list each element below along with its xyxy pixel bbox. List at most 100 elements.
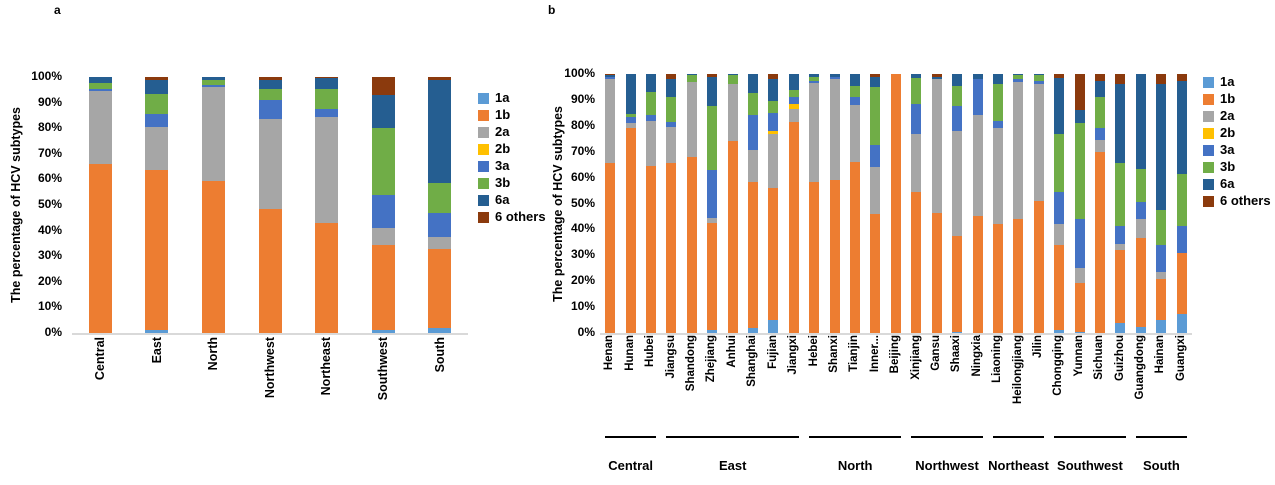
legend-item-6a: 6a [478,193,546,206]
segment-3a [605,76,616,80]
x-label-henan: Henan [603,335,616,371]
x-label-yunnan: Yunnan [1072,335,1085,377]
bar-column-hebei [804,74,824,333]
segment-6-others [707,74,718,77]
group-label-south: South [1142,458,1180,473]
x-label-xinjiang: Xinjiang [909,335,922,380]
segment-6-others [428,77,452,80]
segment-6a [1135,74,1146,169]
segment-6-others [1054,74,1065,78]
tick-label: 50% [570,195,595,210]
segment-2a [788,108,799,122]
legend-item-6a: 6a [1203,177,1271,190]
segment-3b [727,75,738,85]
segment-6a [1033,74,1044,76]
x-label-col: Shandong [682,335,702,433]
y-ticks-a: 0% 10% 20% 30% 40% 50% 60% 70% 80% 90% 100% [16,69,62,339]
segment-3a [870,145,881,168]
segment-1b [992,224,1003,333]
segment-6-others [1094,74,1105,81]
segment-3b [1033,75,1044,81]
panel-b-letter: b [548,3,556,17]
bar-shanghai [748,74,759,333]
bar-column-guangdong [1131,74,1151,333]
segment-3b [145,93,169,115]
segment-6-others [931,74,942,77]
legend-label-2a: 2a [495,124,510,139]
segment-6-others [666,74,677,80]
panel-a-letter: a [54,3,61,17]
bar-beijing [890,74,901,333]
tick-label: 90% [37,94,62,109]
segment-6-others [258,77,282,80]
segment-1a [1135,326,1146,333]
segment-6a [1074,110,1085,124]
segment-3b [1115,163,1126,226]
segment-3b [1094,97,1105,129]
segment-3b [428,183,452,213]
x-label-anhui: Anhui [725,335,738,368]
segment-3a [1074,219,1085,269]
segment-1b [686,156,697,333]
bar-column-hainan [1151,74,1171,333]
segment-3a [768,112,779,132]
tick-label: 80% [37,120,62,135]
segment-2a [1054,224,1065,245]
segment-1b [1135,238,1146,327]
segment-2a [1156,272,1167,279]
bar-henan [605,74,616,333]
legend-item-2b: 2b [1203,126,1271,139]
bar-ningxia [972,74,983,333]
x-label-col: South [411,337,468,435]
bar-shandong [686,74,697,333]
legend-a: 1a 1b 2a 2b 3a 3b 6a 6 others [478,90,546,228]
legend-item-3b: 3b [1203,160,1271,173]
tick-label: 0% [44,325,62,339]
x-label-hubei: Hubei [644,335,657,367]
segment-6a [972,74,983,80]
segment-3a [625,116,636,124]
legend-label-1a: 1a [495,90,510,105]
segment-3b [1054,133,1065,192]
segment-6a [707,76,718,107]
x-label-heilongjiang: Heilongjiang [1011,335,1024,404]
bar-column-ningxia [967,74,987,333]
tick-label: 30% [570,247,595,262]
segment-2a [870,167,881,214]
segment-3b [88,83,112,89]
segment-3b [870,87,881,146]
legend-swatch-6-others [1203,195,1214,207]
x-label-col: Hebei [804,335,824,433]
bar-gansu [931,74,942,333]
legend-label-3a: 3a [1220,142,1235,157]
bar-column-shandong [682,74,702,333]
segment-1a [1176,313,1187,333]
segment-3a [1054,191,1065,225]
segment-1b [1094,151,1105,333]
bar-column-sichuan [1090,74,1110,333]
bar-column-northwest [242,77,299,333]
bar-chongqing [1054,74,1065,333]
bar-hunan [625,74,636,333]
segment-1b [788,121,799,333]
segment-6-others [145,77,169,80]
segment-3b [707,106,718,170]
x-label-col: Jilin [1029,335,1049,433]
segment-6a [201,77,225,80]
x-label-chongqing: Chongqing [1052,335,1065,396]
x-label-col: Liaoning [988,335,1008,433]
bar-column-shaaxi [947,74,967,333]
legend-item-3b: 3b [478,176,546,189]
segment-1b [1054,244,1065,331]
bar-jiangxi [788,74,799,333]
x-label-col: Guangdong [1131,335,1151,433]
segment-6a [992,74,1003,85]
y-ticks-b: 0% 10% 20% 30% 40% 50% 60% 70% 80% 90% 100% [555,66,595,339]
x-labels-a: Central East North Northwest Northeast Southw… [72,337,468,435]
segment-3b [686,75,697,82]
segment-3a [992,120,1003,129]
tick-label: 60% [37,171,62,186]
segment-3a [809,80,820,84]
x-label-tianjin: Tianjin [848,335,861,372]
bar-zhejiang [707,74,718,333]
